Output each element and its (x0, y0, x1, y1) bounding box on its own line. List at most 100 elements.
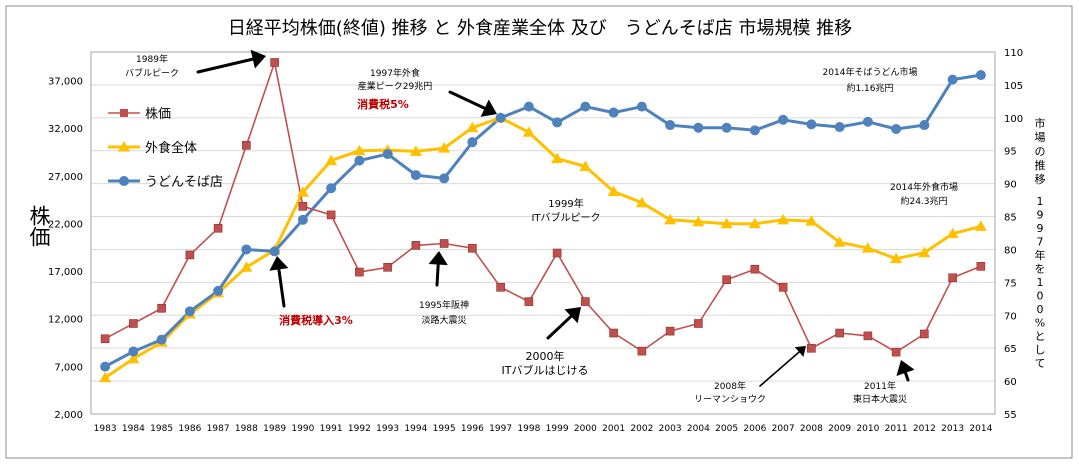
marker-kabuka (157, 303, 166, 313)
right-axis-label-char: 移 (1035, 173, 1046, 186)
x-axis-tick-label: 2010 (856, 424, 879, 434)
right-axis-label-char: 9 (1037, 209, 1044, 222)
marker-udon-soba (269, 246, 280, 257)
annotation-line: 約24.3兆円 (900, 195, 947, 207)
x-axis-tick-label: 2004 (687, 424, 710, 434)
marker-kabuka (948, 273, 957, 283)
right-axis-label-char: % (1035, 317, 1045, 330)
marker-gaishoku (409, 145, 422, 156)
legend-label: 株価 (145, 107, 171, 122)
marker-kabuka (411, 241, 421, 250)
annotation-line: 東日本大震災 (853, 393, 907, 405)
marker-gaishoku (522, 126, 535, 137)
legend-label: 外食全体 (145, 140, 197, 156)
marker-kabuka (496, 282, 505, 292)
marker-udon-soba (721, 122, 732, 133)
marker-kabuka (383, 262, 392, 272)
plot-area (90, 51, 996, 415)
x-axis-tick-label: 2002 (630, 424, 653, 434)
x-axis-tick-label: 1988 (235, 424, 258, 434)
left-axis-label: 株価 (27, 205, 51, 247)
arrow-2008 (759, 346, 806, 387)
annotation-line: 1995年阪神 (419, 299, 469, 311)
legend-item-1: 外食全体 (108, 140, 197, 156)
marker-kabuka (807, 343, 816, 353)
annotation-line: 2014年外食市場 (890, 181, 958, 193)
annotation-line: 産業ピーク29兆円 (358, 80, 432, 92)
marker-kabuka (355, 267, 364, 277)
marker-gaishoku (918, 246, 931, 258)
marker-gaishoku (240, 261, 253, 272)
x-axis-tick-label: 1996 (461, 424, 484, 434)
right-axis-tick-label: 85 (1004, 213, 1017, 224)
x-axis-tick-label: 2006 (743, 424, 766, 434)
right-axis-label-char: 場 (1035, 131, 1046, 144)
annotation-line: ITバブルはじける (502, 363, 589, 377)
legend-item-0: 株価 (108, 107, 171, 122)
marker-udon-soba (213, 285, 224, 296)
marker-gaishoku (438, 142, 451, 153)
marker-kabuka (213, 223, 223, 233)
right-axis-label-char: を (1035, 263, 1046, 276)
right-axis-label-char: の (1035, 145, 1046, 158)
marker-udon-soba (608, 107, 619, 118)
x-axis-tick-label: 1990 (291, 424, 314, 434)
left-axis-tick-label: 37,000 (48, 77, 83, 88)
x-axis-tick-label: 1984 (122, 424, 145, 434)
marker-kabuka (609, 328, 618, 338)
marker-kabuka (581, 297, 590, 306)
x-axis-tick-label: 2009 (828, 424, 851, 434)
marker-gaishoku (607, 185, 620, 197)
right-axis-tick-label: 75 (1004, 278, 1017, 289)
right-axis-tick-label: 80 (1004, 245, 1017, 256)
x-axis-tick-label: 1999 (546, 424, 569, 434)
x-axis-tick-label: 1989 (263, 424, 286, 434)
marker-kabuka (468, 243, 477, 253)
marker-udon-soba (862, 116, 873, 127)
right-axis-label-char: 市 (1035, 116, 1046, 130)
right-axis-tick-label: 60 (1004, 377, 1017, 388)
annotation-line: ITバブルピーク (531, 211, 600, 224)
right-axis-tick-label: 90 (1004, 180, 1017, 191)
x-axis-tick-label: 1992 (348, 424, 371, 434)
marker-udon-soba (439, 173, 450, 184)
legend-marker (118, 141, 130, 152)
marker-gaishoku (551, 152, 564, 164)
marker-udon-soba (354, 155, 365, 166)
marker-udon-soba (580, 101, 591, 112)
arrow-tax3 (269, 256, 289, 308)
right-axis-label-char: 0 (1037, 290, 1044, 303)
annotation-line: 2008年 (714, 380, 746, 392)
marker-kabuka (185, 250, 195, 260)
marker-kabuka (439, 239, 449, 248)
x-axis-tick-label: 2005 (715, 424, 738, 434)
marker-kabuka (665, 326, 675, 336)
legend-marker (119, 176, 129, 186)
gridlines (90, 51, 996, 415)
right-axis-label-char: し (1035, 344, 1046, 357)
marker-gaishoku (805, 215, 818, 226)
x-axis-tick-label: 1997 (489, 424, 512, 434)
chart-title: 日経平均株価(終値) 推移 と 外食産業全体 及び うどんそば店 市場規模 推移 (228, 18, 852, 39)
left-axis-tick-label: 22,000 (48, 219, 83, 230)
right-axis-tick-label: 105 (1004, 81, 1023, 92)
x-axis-tick-label: 2008 (800, 424, 823, 434)
marker-udon-soba (467, 137, 478, 148)
marker-gaishoku (946, 227, 959, 239)
legend-marker (120, 109, 128, 117)
legend-label: うどんそば店 (145, 175, 223, 190)
axes: 2,000 7,000 12,000 17,000 22,000 27,000 32,000… (27, 48, 1046, 434)
right-axis-label-char: 1 (1037, 195, 1044, 208)
marker-kabuka (552, 248, 562, 258)
marker-gaishoku (127, 352, 140, 364)
marker-gaishoku (748, 217, 761, 229)
x-axis-tick-label: 1993 (376, 424, 399, 434)
marker-kabuka (694, 319, 703, 328)
left-axis-tick-label: 27,000 (48, 172, 83, 183)
arrow-2011 (896, 360, 915, 382)
